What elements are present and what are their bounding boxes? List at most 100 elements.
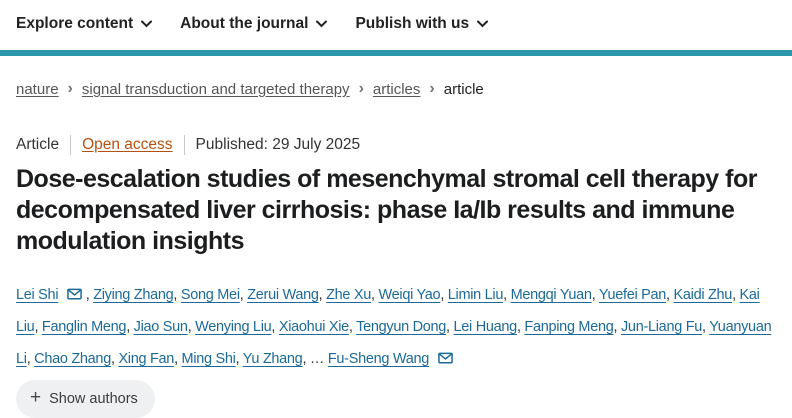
plus-icon: + <box>30 387 42 408</box>
journal-accent-bar <box>0 50 792 56</box>
author-item: Wenying Liu, <box>195 319 279 335</box>
author-item: Lei Huang, <box>454 319 525 335</box>
author-link[interactable]: Wenying Liu <box>195 319 272 335</box>
nav-item-label: About the journal <box>180 15 309 32</box>
top-nav: Explore content About the journal Publis… <box>0 0 792 50</box>
journal-header: Explore content About the journal Publis… <box>0 0 792 56</box>
nav-item-label: Publish with us <box>355 15 470 32</box>
authors-ellipsis: … <box>309 351 325 367</box>
author-link[interactable]: Fanglin Meng <box>41 319 127 335</box>
article-header-section: nature › signal transduction and targete… <box>0 79 792 418</box>
chevron-down-icon <box>316 20 328 28</box>
author-item: Mengqi Yuan, <box>511 287 599 303</box>
author-item: Kaidi Zhu, <box>674 287 740 303</box>
author-link[interactable]: Zhe Xu <box>326 287 372 303</box>
nav-item-label: Explore content <box>16 15 134 32</box>
email-icon <box>67 288 82 300</box>
chevron-right-icon: › <box>67 79 73 97</box>
author-link[interactable]: Lei Huang <box>453 319 518 335</box>
author-separator: , <box>371 287 379 303</box>
author-item: … <box>310 351 328 367</box>
breadcrumb-link-articles[interactable]: articles <box>372 81 421 98</box>
nav-publish-with-us[interactable]: Publish with us <box>355 15 489 33</box>
author-link[interactable]: Lei Shi <box>16 287 59 303</box>
author-item: Lei Shi , <box>16 287 93 303</box>
nav-explore-content[interactable]: Explore content <box>16 15 153 33</box>
nav-about-the-journal[interactable]: About the journal <box>180 15 328 33</box>
author-list: Lei Shi , Ziying Zhang, Song Mei, Zerui … <box>16 279 776 375</box>
author-link[interactable]: Chao Zhang <box>34 351 111 367</box>
author-item: Ming Shi, <box>182 351 243 367</box>
meta-divider <box>70 135 72 155</box>
author-separator: , <box>34 319 42 335</box>
author-link[interactable]: Yuefei Pan <box>598 287 667 303</box>
author-item: Zerui Wang, <box>247 287 326 303</box>
author-item: Yuanyuan Li, <box>16 319 772 367</box>
author-item: Xing Fan, <box>118 351 181 367</box>
breadcrumb-link-journal[interactable]: signal transduction and targeted therapy <box>81 81 350 98</box>
author-item: Weiqi Yao, <box>379 287 448 303</box>
author-separator: , <box>173 287 181 303</box>
author-link[interactable]: Jiao Sun <box>133 319 188 335</box>
author-link[interactable]: Jun-Liang Fu <box>620 319 703 335</box>
author-separator: , <box>235 351 243 367</box>
article-meta: Article Open access Published: 29 July 2… <box>16 135 776 155</box>
published-date: Published: 29 July 2025 <box>195 136 361 153</box>
author-item: Fanping Meng, <box>524 319 621 335</box>
author-separator: , <box>318 287 327 303</box>
author-item: Jun-Liang Fu, <box>621 319 709 335</box>
show-authors-label: Show authors <box>49 390 138 407</box>
author-item: Jiao Sun, <box>134 319 196 335</box>
author-separator: , <box>446 319 454 335</box>
author-separator: , <box>239 287 248 303</box>
author-separator: , <box>110 351 119 367</box>
open-access-link[interactable]: Open access <box>82 136 173 153</box>
author-link[interactable]: Kai Liu <box>16 287 760 335</box>
show-authors-button[interactable]: + Show authors <box>16 380 155 418</box>
author-item: Yu Zhang, <box>243 351 310 367</box>
author-separator: , <box>348 319 357 335</box>
chevron-down-icon <box>141 20 153 28</box>
author-link[interactable]: Fanping Meng <box>524 319 614 335</box>
author-link[interactable]: Zerui Wang <box>247 287 319 303</box>
chevron-down-icon <box>477 20 489 28</box>
author-link[interactable]: Limin Liu <box>447 287 504 303</box>
author-link[interactable]: Kaidi Zhu <box>673 287 733 303</box>
author-item: Kai Liu, <box>16 287 760 335</box>
author-item: Zhe Xu, <box>326 287 378 303</box>
author-separator: , <box>666 287 674 303</box>
author-link[interactable]: Yuanyuan Li <box>16 319 772 367</box>
breadcrumb-current: article <box>443 81 484 98</box>
author-item: Song Mei, <box>181 287 247 303</box>
author-item: Ziying Zhang, <box>93 287 181 303</box>
email-icon <box>437 352 453 364</box>
author-separator: , <box>440 287 448 303</box>
author-separator: , <box>732 287 740 303</box>
author-link[interactable]: Fu-Sheng Wang <box>327 351 430 367</box>
author-separator: , <box>85 287 94 303</box>
author-link[interactable]: Ming Shi <box>181 351 236 367</box>
author-link[interactable]: Mengqi Yuan <box>510 287 592 303</box>
author-item: Fanglin Meng, <box>42 319 134 335</box>
author-link[interactable]: Xiaohui Xie <box>278 319 349 335</box>
author-link[interactable]: Xing Fan <box>118 351 175 367</box>
breadcrumb: nature › signal transduction and targete… <box>16 79 776 98</box>
author-link[interactable]: Weiqi Yao <box>378 287 441 303</box>
author-link[interactable]: Ziying Zhang <box>93 287 174 303</box>
author-link[interactable]: Yu Zhang <box>242 351 303 367</box>
author-separator: , <box>174 351 182 367</box>
author-item: Tengyun Dong, <box>356 319 453 335</box>
article-type-label: Article <box>16 136 60 153</box>
author-separator: , <box>702 319 710 335</box>
author-separator: , <box>271 319 279 335</box>
author-item: Yuefei Pan, <box>599 287 674 303</box>
author-item: Xiaohui Xie, <box>279 319 356 335</box>
meta-divider <box>183 135 185 155</box>
chevron-right-icon: › <box>429 79 435 97</box>
author-link[interactable]: Tengyun Dong <box>356 319 447 335</box>
author-link[interactable]: Song Mei <box>180 287 240 303</box>
author-separator: , <box>126 319 134 335</box>
author-item: Limin Liu, <box>448 287 511 303</box>
author-separator: , <box>591 287 599 303</box>
breadcrumb-link-nature[interactable]: nature <box>16 81 59 98</box>
